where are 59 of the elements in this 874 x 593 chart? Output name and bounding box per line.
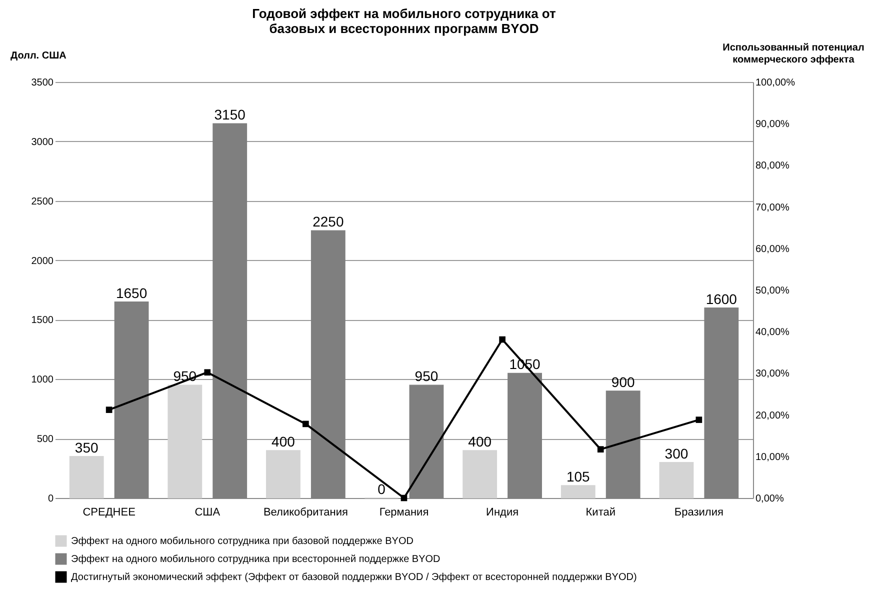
data-label: 3150 (214, 106, 246, 123)
bar (560, 485, 596, 498)
point (106, 406, 112, 413)
legend-label: Достигнутый экономический эффект (Эффект от базовой поддержки BYOD / Эффект от всесторонней поддержки BYOD) (71, 572, 637, 583)
bar (659, 462, 694, 498)
x-tick-label: Китай (586, 506, 616, 518)
data-label: 400 (468, 433, 492, 450)
data-label: 1650 (116, 284, 148, 301)
legend-label: Эффект на одного мобильного сотрудника при базовой поддержке BYOD (71, 536, 414, 547)
bar (168, 384, 202, 498)
y-tick-label: 2000 (31, 256, 54, 267)
data-label: 350 (74, 439, 98, 456)
data-label: 1600 (706, 290, 738, 307)
y2-tick-label: 0,00% (756, 494, 784, 504)
y2-tick-label: 60,00% (756, 244, 790, 255)
y-tick-label: 3500 (31, 78, 54, 88)
y2-tick-label: 100,00% (756, 78, 796, 88)
y2-tick-label: 70,00% (756, 202, 790, 214)
point (302, 420, 309, 428)
x-tick-label: Великобритания (263, 506, 348, 518)
text: коммерческого эффекта (732, 54, 854, 66)
point (400, 494, 408, 502)
y-tick-label: 1000 (31, 374, 54, 386)
data-label: 400 (272, 433, 296, 450)
point (597, 446, 604, 452)
y2-tick-label: 40,00% (756, 327, 790, 338)
y2-tick-label: 20,00% (756, 410, 790, 422)
y2-tick-label: 90,00% (756, 119, 790, 130)
x-tick-label: Германия (379, 506, 429, 518)
y-tick-label: 0 (48, 494, 54, 504)
y2-tick-label: 80,00% (756, 160, 790, 172)
y2-tick-label: 50,00% (756, 286, 790, 296)
bar (69, 456, 104, 498)
x-tick-label: СРЕДНЕЕ (82, 506, 136, 518)
y2-tick-label: 10,00% (756, 452, 790, 463)
point (696, 416, 702, 423)
data-label: 105 (566, 468, 590, 485)
point (204, 369, 211, 376)
y-tick-label: 1500 (31, 315, 54, 326)
bar (266, 450, 300, 498)
text: Годовой эффект на мобильного сотрудника от (252, 6, 556, 21)
y-tick-label: 3000 (31, 136, 54, 148)
text: базовых и всесторонних программ BYOD (269, 21, 539, 36)
data-label: 950 (414, 368, 438, 384)
data-label: 900 (611, 374, 635, 390)
x-tick-label: США (194, 506, 221, 518)
bar (462, 450, 498, 498)
data-label: 300 (664, 445, 688, 462)
text: Использованный потенциал (722, 42, 864, 54)
data-label: 0 (378, 481, 386, 497)
x-tick-label: Бразилия (674, 506, 724, 518)
x-tick-label: Индия (486, 506, 519, 518)
legend-label: Эффект на одного мобильного сотрудника при всесторонней поддержке BYOD (71, 554, 440, 565)
data-label: 2250 (312, 214, 344, 230)
y2-tick-label: 30,00% (756, 368, 790, 380)
y-tick-label: 2500 (31, 196, 54, 208)
y-axis-title: Долл. США (10, 50, 66, 62)
y-tick-label: 500 (36, 434, 54, 446)
point (499, 336, 506, 343)
